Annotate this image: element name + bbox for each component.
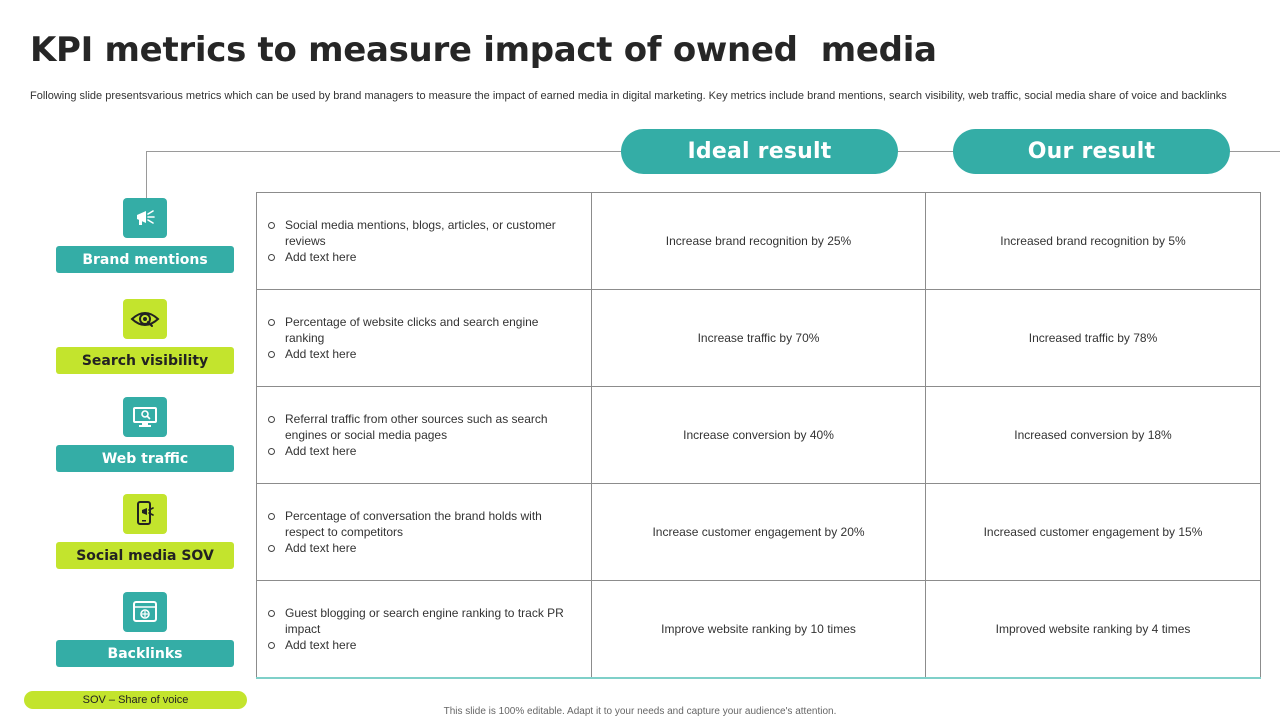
sov-legend: SOV – Share of voice (24, 691, 247, 709)
footer-note: This slide is 100% editable. Adapt it to… (443, 706, 837, 717)
add-text-bullet: Add text here (267, 346, 577, 362)
ideal-result-cell: Increase customer engagement by 20% (591, 483, 926, 581)
description-bullet: Guest blogging or search engine ranking … (267, 605, 577, 637)
add-text-bullet: Add text here (267, 637, 577, 653)
kpi-table: Social media mentions, blogs, articles, … (256, 192, 1261, 679)
phone-megaphone-icon (123, 494, 167, 534)
add-text-bullet: Add text here (267, 540, 577, 556)
metric-description-cell: Guest blogging or search engine ranking … (256, 580, 592, 679)
page-title: KPI metrics to measure impact of owned m… (30, 30, 937, 70)
table-row: Social media mentions, blogs, articles, … (256, 192, 1261, 290)
ideal-result-cell: Increase traffic by 70% (591, 289, 926, 387)
metric-description-cell: Percentage of website clicks and search … (256, 289, 592, 387)
add-text-bullet: Add text here (267, 249, 577, 265)
metric-label: Backlinks (56, 640, 234, 667)
description-bullet: Social media mentions, blogs, articles, … (267, 217, 577, 249)
description-bullet: Percentage of website clicks and search … (267, 314, 577, 346)
metric-description-cell: Referral traffic from other sources such… (256, 386, 592, 484)
monitor-search-icon (123, 397, 167, 437)
add-text-bullet: Add text here (267, 443, 577, 459)
ideal-result-cell: Increase conversion by 40% (591, 386, 926, 484)
our-result-cell: Increased brand recognition by 5% (925, 192, 1261, 290)
our-result-cell: Increased conversion by 18% (925, 386, 1261, 484)
eye-icon (123, 299, 167, 339)
table-row: Guest blogging or search engine ranking … (256, 580, 1261, 679)
table-row: Percentage of website clicks and search … (256, 289, 1261, 387)
ideal-result-cell: Improve website ranking by 10 times (591, 580, 926, 679)
metric-label: Social media SOV (56, 542, 234, 569)
table-row: Referral traffic from other sources such… (256, 386, 1261, 484)
metric-label: Search visibility (56, 347, 234, 374)
description-bullet: Percentage of conversation the brand hol… (267, 508, 577, 540)
ideal-result-header: Ideal result (621, 129, 898, 174)
metric-label: Brand mentions (56, 246, 234, 273)
our-result-header: Our result (953, 129, 1230, 174)
metric-label: Web traffic (56, 445, 234, 472)
browser-link-icon (123, 592, 167, 632)
page-subtitle: Following slide presentsvarious metrics … (30, 90, 1227, 102)
metric-description-cell: Social media mentions, blogs, articles, … (256, 192, 592, 290)
table-row: Percentage of conversation the brand hol… (256, 483, 1261, 581)
metric-description-cell: Percentage of conversation the brand hol… (256, 483, 592, 581)
metric-connector-line (146, 151, 147, 198)
megaphone-icon (123, 198, 167, 238)
our-result-cell: Increased customer engagement by 15% (925, 483, 1261, 581)
our-result-cell: Increased traffic by 78% (925, 289, 1261, 387)
description-bullet: Referral traffic from other sources such… (267, 411, 577, 443)
ideal-result-cell: Increase brand recognition by 25% (591, 192, 926, 290)
our-result-cell: Improved website ranking by 4 times (925, 580, 1261, 679)
